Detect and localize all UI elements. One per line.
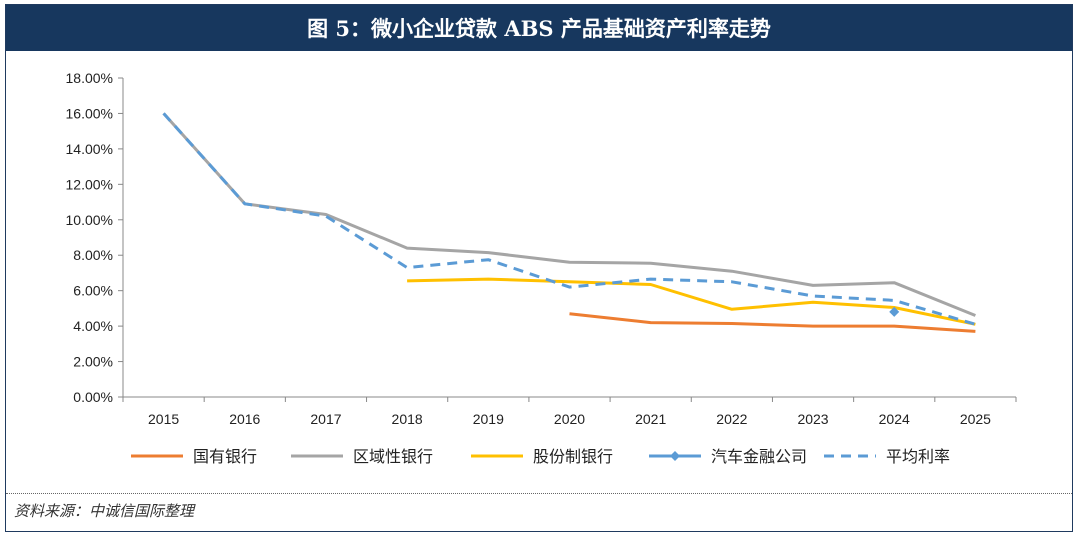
x-tick-label: 2022 bbox=[716, 411, 747, 427]
x-tick-label: 2017 bbox=[310, 411, 341, 427]
x-tick-label: 2025 bbox=[960, 411, 991, 427]
y-tick-label: 18.00% bbox=[66, 70, 113, 86]
y-tick-label: 0.00% bbox=[73, 389, 113, 405]
figure-frame: 图 5：微小企业贷款 ABS 产品基础资产利率走势 0.00% 2.00% 4.00… bbox=[5, 4, 1073, 532]
legend-marker bbox=[670, 451, 680, 461]
legend-label: 汽车金融公司 bbox=[711, 448, 807, 466]
x-tick-label: 2024 bbox=[879, 411, 910, 427]
legend-label: 区域性银行 bbox=[353, 448, 433, 466]
y-tick-label: 2.00% bbox=[73, 354, 113, 370]
chart-area: 0.00% 2.00% 4.00% 6.00% 8.00% 10.00% 12.00% 14.… bbox=[6, 51, 1072, 493]
x-tick-label: 2016 bbox=[229, 411, 260, 427]
y-tick-label: 10.00% bbox=[66, 212, 113, 228]
legend-label: 国有银行 bbox=[193, 448, 257, 466]
x-tick-label: 2019 bbox=[473, 411, 504, 427]
x-tick-label: 2018 bbox=[392, 411, 423, 427]
x-tick-label: 2015 bbox=[148, 411, 179, 427]
source-divider bbox=[6, 493, 1072, 494]
y-tick-label: 16.00% bbox=[66, 105, 113, 121]
x-tick-label: 2021 bbox=[635, 411, 666, 427]
x-tick-label: 2023 bbox=[797, 411, 828, 427]
y-tick-label: 12.00% bbox=[66, 176, 113, 192]
series-line-区域性银行 bbox=[162, 112, 976, 317]
legend-label: 股份制银行 bbox=[533, 448, 613, 466]
y-tick-label: 14.00% bbox=[66, 141, 113, 157]
series-line-股份制银行 bbox=[407, 277, 976, 326]
data-point-汽车金融公司 bbox=[889, 306, 900, 317]
figure-title: 图 5：微小企业贷款 ABS 产品基础资产利率走势 bbox=[6, 5, 1072, 51]
y-tick-label: 8.00% bbox=[73, 247, 113, 263]
source-note: 资料来源：中诚信国际整理 bbox=[14, 502, 195, 520]
series-line-国有银行 bbox=[569, 312, 976, 333]
x-tick-label: 2020 bbox=[554, 411, 585, 427]
y-tick-label: 4.00% bbox=[73, 318, 113, 334]
legend-label: 平均利率 bbox=[886, 448, 950, 466]
y-tick-label: 6.00% bbox=[73, 283, 113, 299]
series-line-平均利率 bbox=[162, 112, 976, 326]
line-chart: 0.00% 2.00% 4.00% 6.00% 8.00% 10.00% 12.00% 14.… bbox=[66, 70, 1017, 466]
